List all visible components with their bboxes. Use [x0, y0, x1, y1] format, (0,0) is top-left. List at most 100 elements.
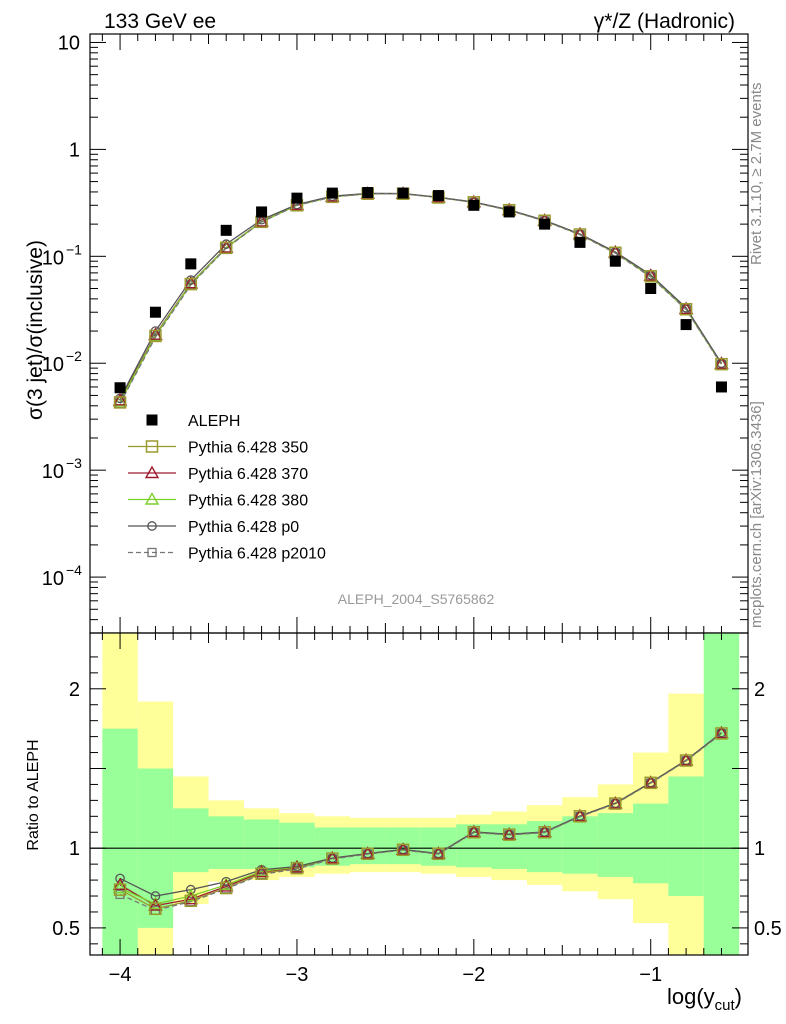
data-point — [362, 187, 374, 199]
main-y-tick-label: 10 — [42, 247, 64, 269]
ratio-point — [432, 847, 445, 861]
main-y-axis-label: σ(3 jet)/σ(inclusive) — [24, 240, 47, 420]
ratio-point — [643, 775, 658, 788]
x-tick-label: −2 — [462, 964, 485, 986]
uncertainty-band-stat — [243, 819, 280, 869]
data-point — [256, 206, 268, 218]
ratio-point — [395, 842, 411, 855]
x-axis-label: log(ycut) — [667, 984, 742, 1014]
ratio-point — [255, 867, 268, 880]
data-point — [715, 357, 728, 371]
data-point — [220, 224, 232, 236]
data-point — [254, 214, 269, 227]
side-label-top: Rivet 3.1.10, ≥ 2.7M events — [748, 83, 765, 266]
main-y-tick-label: 1 — [69, 139, 80, 161]
uncertainty-band-stat — [173, 808, 209, 873]
ratio-point — [644, 776, 657, 790]
markers-pythia-6-428-p2010 — [115, 189, 727, 409]
markers-pythia-6-428-350 — [113, 187, 728, 409]
data-point — [148, 327, 163, 340]
data-point — [643, 268, 658, 281]
uncertainty-band-stat — [633, 803, 669, 884]
data-point — [221, 239, 232, 249]
ratio-point — [502, 827, 517, 840]
x-tick-label: −4 — [109, 964, 132, 986]
data-point — [609, 255, 621, 267]
markers-aleph — [114, 187, 727, 394]
uncertainty-band-stat — [456, 824, 492, 868]
ratio-point — [608, 795, 623, 809]
series-pythia-6-428-350 — [119, 193, 723, 403]
legend-marker — [147, 521, 157, 531]
data-point — [289, 197, 305, 211]
data-point — [149, 329, 162, 343]
main-y-tick-label: 10 — [42, 461, 64, 483]
uncertainty-band-stat — [526, 821, 563, 873]
series-pythia-6-428-p0 — [119, 192, 723, 399]
data-point — [539, 218, 551, 230]
data-point — [397, 187, 409, 199]
ratio-point — [715, 727, 728, 740]
ratio-point — [148, 898, 163, 911]
legend-marker — [145, 440, 159, 453]
ratio-point — [360, 846, 375, 859]
data-point — [218, 240, 234, 253]
ratio-point — [609, 797, 622, 810]
legend-label: Pythia 6.428 380 — [188, 493, 308, 510]
uncertainty-band-stat — [208, 816, 244, 869]
ratio-point — [325, 850, 340, 864]
legend-label: Pythia 6.428 350 — [188, 440, 308, 457]
series-pythia-6-428-370 — [119, 192, 723, 401]
ratio-y-tick-label-left: 0.5 — [52, 918, 80, 940]
ratio-point — [218, 879, 234, 892]
data-point — [468, 199, 480, 211]
data-point — [645, 283, 657, 295]
ratio-y-axis-label: Ratio to ALEPH — [25, 739, 42, 850]
data-point — [432, 190, 444, 202]
uncertainty-band-stat — [491, 824, 527, 869]
ratio-point — [502, 828, 516, 841]
ratio-y-tick-label-left: 1 — [69, 838, 80, 860]
analysis-label: ALEPH_2004_S5765862 — [338, 591, 495, 607]
uncertainty-band-stat — [703, 633, 740, 955]
ratio-y-tick-label-left: 2 — [69, 679, 80, 701]
data-point — [326, 187, 338, 199]
ratio-markers-pythia-6-428-350 — [113, 727, 728, 916]
ratio-y-tick-label-right: 2 — [754, 679, 765, 701]
ratio-point — [678, 752, 694, 766]
ratio-point — [149, 902, 162, 916]
ratio-y-tick-label-right: 1 — [754, 838, 765, 860]
data-point — [680, 319, 692, 331]
main-y-tick-label: 10 — [42, 568, 64, 590]
uncertainty-band-stat — [668, 776, 704, 897]
ratio-point — [396, 843, 410, 857]
legend-entry-pythia-6-428-p0: Pythia 6.428 p0 — [128, 519, 299, 536]
data-point — [113, 396, 127, 409]
data-point — [112, 392, 128, 406]
series-line-pythia-6-428-350 — [119, 193, 723, 403]
legend-label: Pythia 6.428 370 — [188, 466, 308, 483]
uncertainty-band-stat — [597, 813, 634, 877]
data-point — [714, 356, 729, 369]
ratio-point — [538, 826, 551, 839]
ratio-point — [714, 725, 729, 739]
legend-marker — [144, 492, 160, 505]
side-label-bottom: mcplots.cern.ch [arXiv:1306.3436] — [748, 401, 765, 628]
main-y-tick-exponent: −4 — [66, 562, 82, 578]
series-line-pythia-6-428-370 — [119, 192, 723, 401]
data-point — [291, 192, 303, 204]
ratio-point — [431, 846, 446, 859]
legend-entry-pythia-6-428-p2010: Pythia 6.428 p2010 — [128, 546, 326, 563]
ratio-point — [466, 824, 482, 838]
legend-label: Pythia 6.428 p0 — [188, 519, 299, 536]
uncertainty-band-stat — [562, 816, 598, 874]
ratio-markers-pythia-6-428-370 — [112, 725, 729, 911]
ratio-point — [112, 880, 128, 894]
ratio-point — [326, 852, 339, 865]
ratio-point — [218, 877, 234, 891]
ratio-point — [467, 826, 481, 839]
legend-marker — [147, 547, 157, 558]
uncertainty-band-stat — [102, 728, 138, 955]
